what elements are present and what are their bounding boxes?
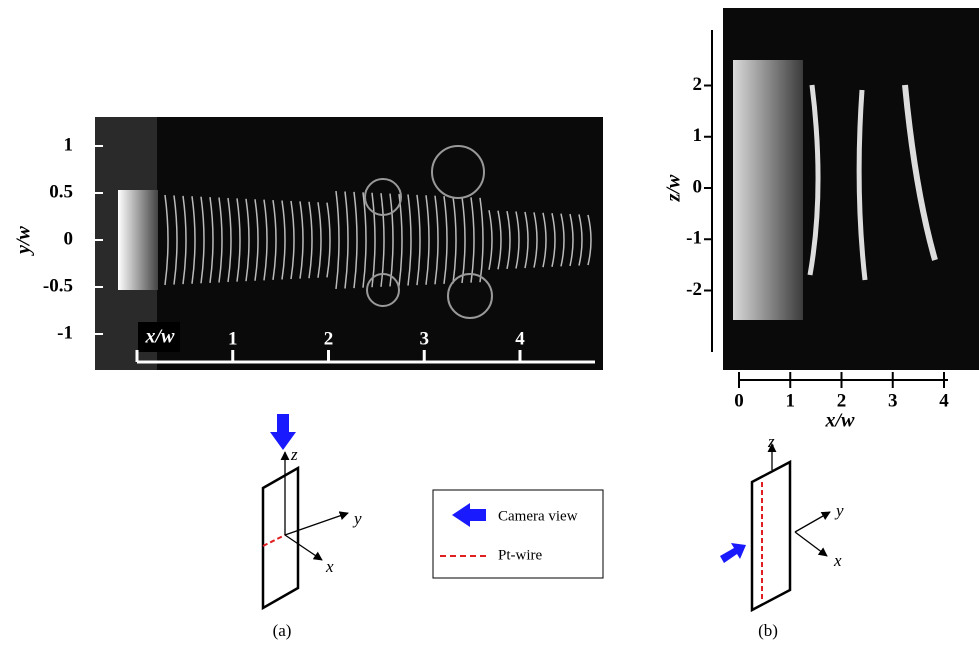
axis-label: x/w: [825, 410, 856, 432]
axis-name: z: [290, 445, 298, 464]
axis-label: x/w: [145, 326, 176, 348]
legend-label: Pt-wire: [498, 547, 543, 563]
axis-name: y: [352, 509, 362, 528]
x-tick-label: 1: [228, 328, 238, 349]
y-tick-label: 0: [64, 228, 74, 249]
caption: (b): [758, 621, 778, 640]
axis-name: y: [834, 501, 844, 520]
y-tick-label: 2: [693, 74, 703, 95]
axis-label: y/w: [13, 225, 35, 255]
legend-label: Camera view: [498, 508, 578, 524]
photo-b: [723, 8, 979, 370]
y-tick-label: -0.5: [43, 275, 73, 296]
y-tick-label: 0.5: [49, 181, 73, 202]
axis-name: z: [767, 432, 775, 451]
y-tick-label: 0: [693, 176, 703, 197]
schematic-a: [261, 414, 349, 611]
y-tick-label: 1: [693, 125, 703, 146]
axis-label: z/w: [663, 174, 685, 202]
x-tick-label: 2: [324, 328, 334, 349]
y-tick-label: -1: [57, 322, 73, 343]
x-tick-label: 0: [734, 390, 744, 411]
schematic-b: [720, 443, 831, 613]
x-tick-label: 3: [888, 390, 898, 411]
x-tick-label: 3: [420, 328, 430, 349]
y-tick-label: -2: [686, 279, 702, 300]
x-tick-label: 4: [515, 328, 525, 349]
axis-name: x: [325, 557, 334, 576]
stripes: [164, 190, 592, 290]
legend: [432, 489, 604, 579]
y-tick-label: 1: [64, 134, 74, 155]
x-tick-label: 4: [939, 390, 949, 411]
x-tick-label: 1: [786, 390, 796, 411]
x-tick-label: 2: [837, 390, 847, 411]
caption: (a): [273, 621, 292, 640]
axis-name: x: [833, 551, 842, 570]
y-tick-label: -1: [686, 228, 702, 249]
